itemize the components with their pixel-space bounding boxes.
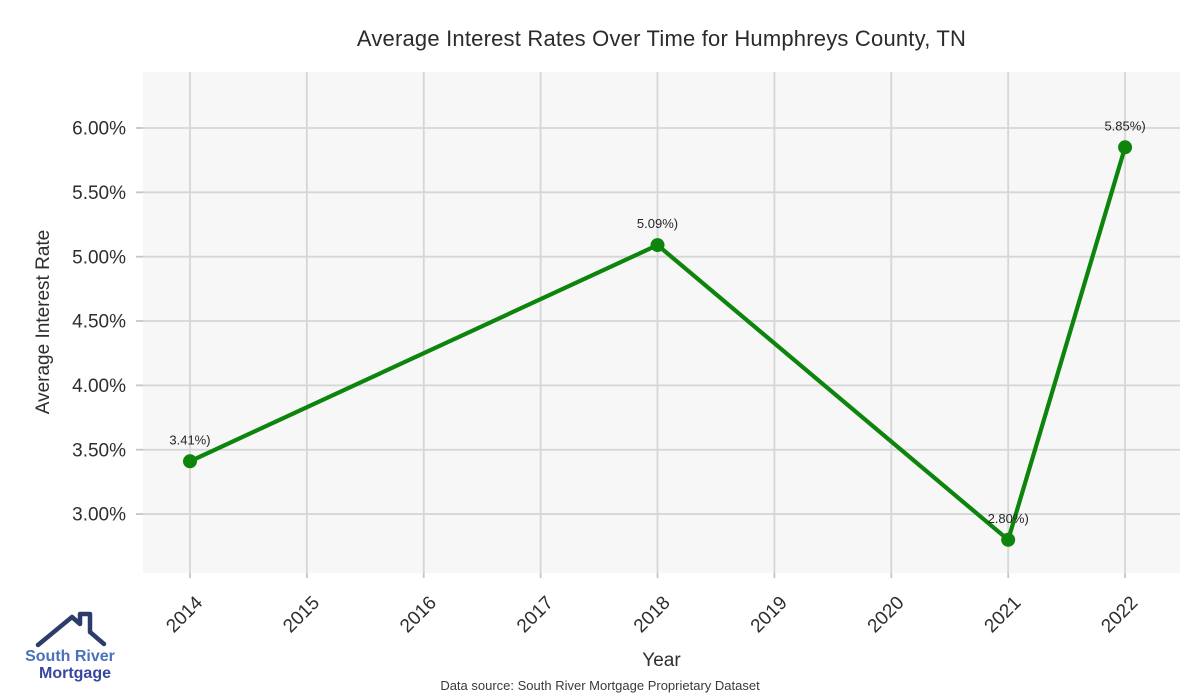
data-point (650, 238, 665, 253)
y-tick-label: 6.00% (72, 119, 126, 140)
x-tick-label: 2014 (162, 592, 207, 637)
data-source-note: Data source: South River Mortgage Propri… (440, 678, 760, 693)
x-tick-label: 2019 (747, 592, 792, 637)
point-label: 2.80%) (988, 511, 1029, 526)
y-tick-label: 5.50% (72, 183, 126, 204)
x-axis-title: Year (642, 650, 681, 671)
x-tick-label: 2018 (630, 592, 675, 637)
logo-text-line2: Mortgage (39, 664, 111, 682)
point-label: 3.41%) (169, 432, 210, 447)
x-tick-label: 2015 (279, 592, 324, 637)
x-tick-label: 2016 (396, 592, 441, 637)
x-tick-label: 2022 (1098, 592, 1143, 637)
y-tick-label: 4.50% (72, 312, 126, 333)
x-tick-label: 2017 (513, 592, 558, 637)
y-axis-title: Average Interest Rate (33, 229, 54, 415)
trend-line (187, 145, 1128, 542)
data-point (1118, 140, 1133, 155)
x-tick-label: 2020 (864, 592, 909, 637)
data-point (182, 454, 197, 469)
point-label: 5.09%) (637, 216, 678, 231)
plot-area (143, 72, 1180, 573)
y-tick-label: 5.00% (72, 247, 126, 268)
y-tick-label: 4.00% (72, 376, 126, 397)
y-tick-label: 3.00% (72, 505, 126, 526)
chart-title: Average Interest Rates Over Time for Hum… (356, 26, 967, 51)
roof-path (35, 611, 107, 648)
data-point (1001, 532, 1016, 547)
y-tick-label: 3.50% (72, 440, 126, 461)
point-label: 5.85%) (1104, 118, 1145, 133)
south-river-mortgage-logo: South River Mortgage (16, 608, 124, 683)
x-tick-label: 2021 (981, 592, 1026, 637)
house-roof-icon (35, 611, 107, 648)
logo-text-line1: South River (25, 648, 115, 665)
